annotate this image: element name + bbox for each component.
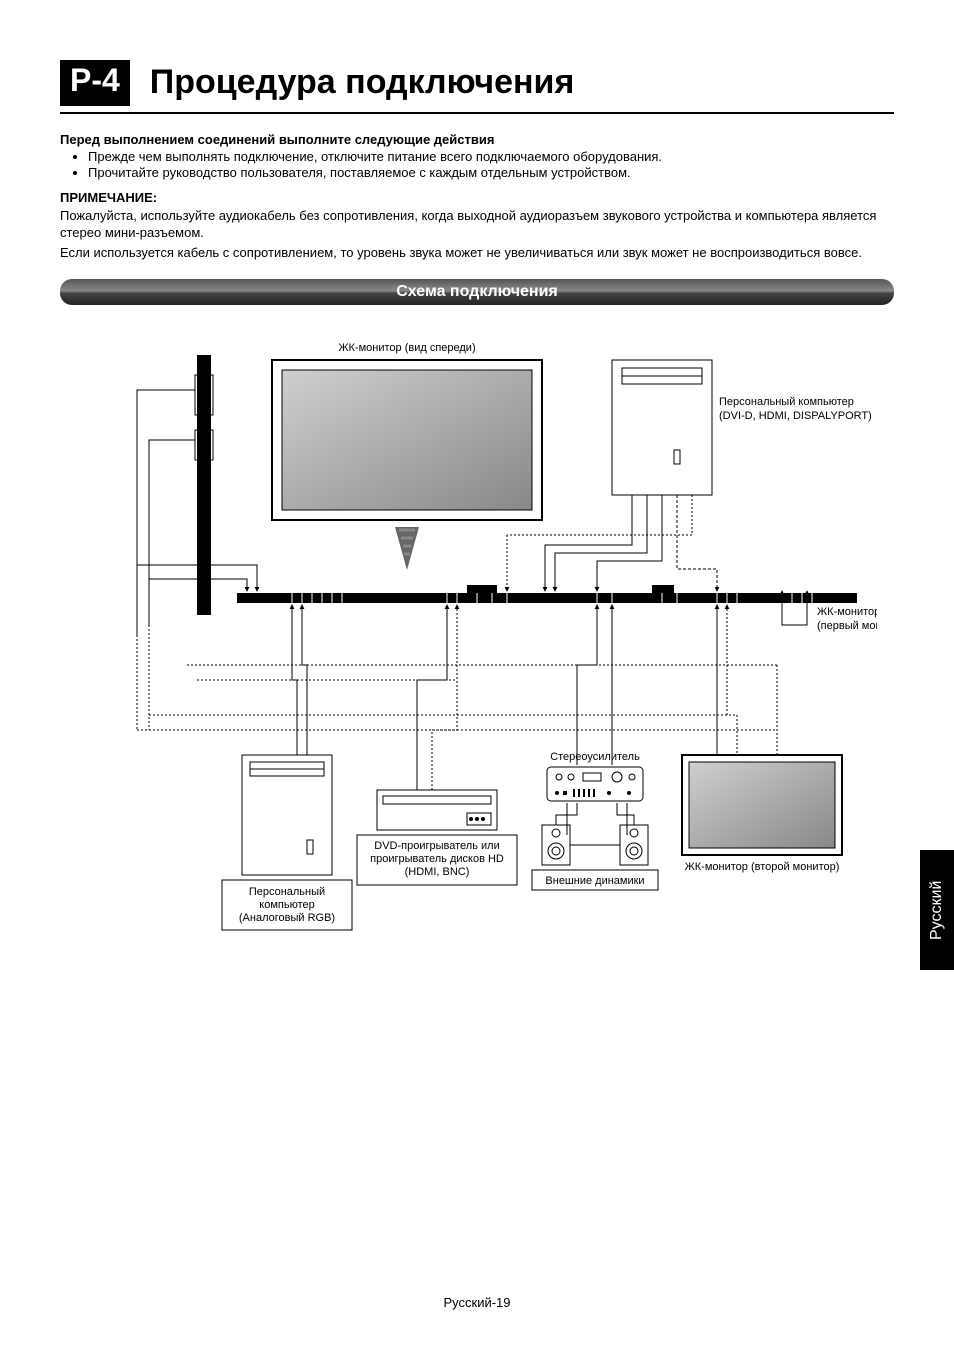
pc-digital-box	[612, 360, 712, 495]
rear-port-bar	[237, 593, 857, 603]
label-pc-analog-l3: (Аналоговый RGB)	[239, 912, 335, 924]
language-tab: Русский	[920, 850, 954, 970]
label-pc-analog-l2: компьютер	[259, 899, 314, 911]
monitor-side-profile	[197, 355, 211, 615]
page-footer: Русский-19	[60, 1295, 894, 1310]
pc-analog-box	[242, 755, 332, 875]
bullet-item: Прочитайте руководство пользователя, пос…	[88, 165, 894, 180]
bullet-item: Прежде чем выполнять подключение, отключ…	[88, 149, 894, 164]
label-ext-speakers: Внешние динамики	[545, 875, 644, 887]
label-first-monitor-l1: ЖК-монитор	[817, 606, 877, 618]
label-pc-digital-l2: (DVI-D, HDMI, DISPALYPORT)	[719, 410, 872, 422]
label-stereo-amp: Стереоусилитель	[550, 751, 640, 763]
cable-group-digital	[507, 495, 717, 591]
label-pc-digital-l1: Персональный компьютер	[719, 396, 854, 408]
label-monitor-front: ЖК-монитор (вид спереди)	[338, 342, 475, 354]
intro-bullets: Прежде чем выполнять подключение, отключ…	[88, 149, 894, 180]
down-arrow-icon	[395, 527, 419, 570]
monitor-front-screen	[282, 370, 532, 510]
note-label: ПРИМЕЧАНИЕ:	[60, 190, 894, 205]
page-title: Процедура подключения	[150, 63, 575, 102]
note-paragraph: Пожалуйста, используйте аудиокабель без …	[60, 207, 894, 242]
page-heading: Р-4 Процедура подключения	[60, 60, 894, 114]
intro-heading: Перед выполнением соединений выполните с…	[60, 132, 894, 147]
section-badge: Р-4	[60, 60, 130, 106]
label-first-monitor-l2: (первый монитор)	[817, 620, 877, 632]
section-bar: Схема подключения	[60, 279, 894, 305]
label-dvd-l2: проигрыватель дисков HD	[370, 853, 504, 865]
label-second-monitor: ЖК-монитор (второй монитор)	[685, 861, 840, 873]
label-dvd-l3: (HDMI, BNC)	[405, 866, 470, 878]
speakers	[542, 803, 648, 865]
label-dvd-l1: DVD-проигрыватель или	[374, 840, 499, 852]
wiring-diagram: ЖК-монитор (вид спереди) Персональный ко…	[60, 335, 894, 955]
label-pc-analog-l1: Персональный	[249, 886, 325, 898]
note-paragraph: Если используется кабель с сопротивление…	[60, 244, 894, 262]
